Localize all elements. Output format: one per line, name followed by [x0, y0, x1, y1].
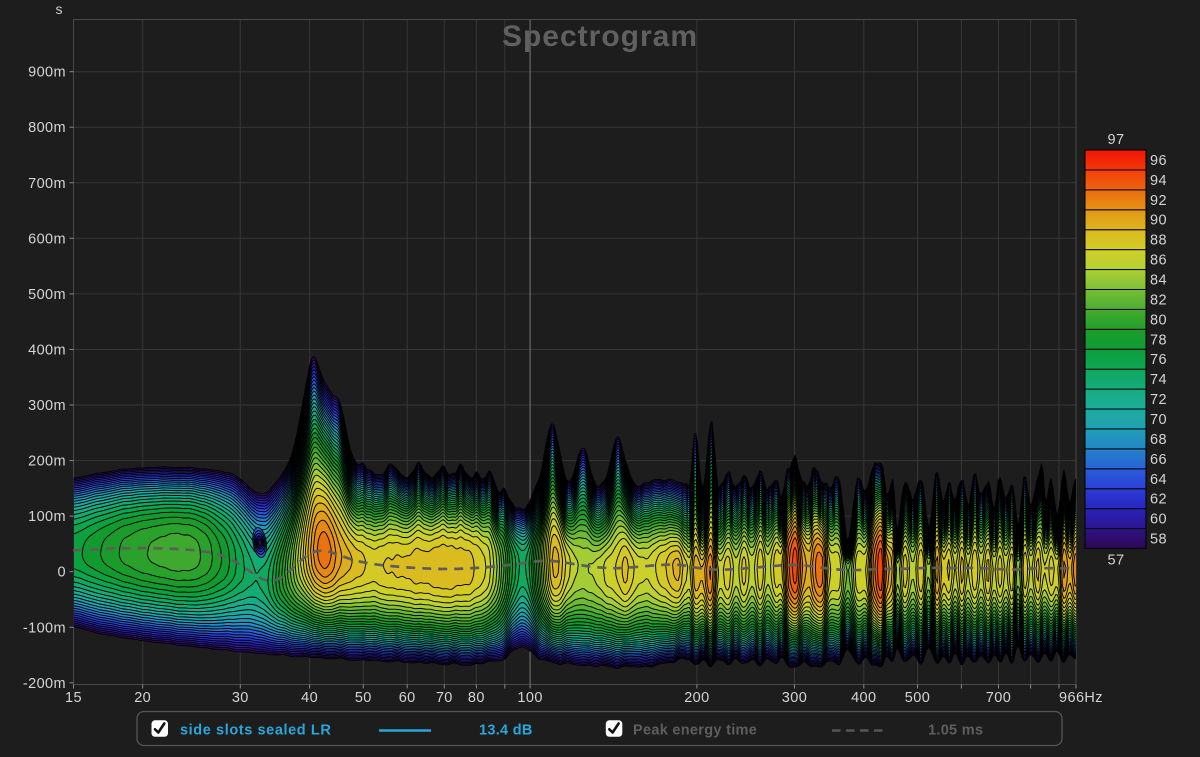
svg-text:68: 68 — [1150, 432, 1167, 448]
svg-text:74: 74 — [1150, 372, 1167, 388]
svg-text:1.05 ms: 1.05 ms — [928, 723, 983, 739]
svg-text:100: 100 — [517, 690, 542, 706]
svg-text:82: 82 — [1150, 292, 1167, 308]
svg-text:Spectrogram: Spectrogram — [502, 20, 698, 53]
svg-text:-100m: -100m — [23, 620, 66, 636]
svg-text:80: 80 — [468, 690, 485, 706]
svg-text:92: 92 — [1150, 193, 1167, 209]
svg-text:700m: 700m — [28, 176, 66, 192]
svg-text:62: 62 — [1150, 492, 1167, 508]
svg-text:15: 15 — [65, 690, 82, 706]
svg-text:40: 40 — [301, 690, 318, 706]
svg-text:60: 60 — [399, 690, 416, 706]
svg-text:side slots sealed LR: side slots sealed LR — [180, 723, 331, 739]
svg-text:20: 20 — [134, 690, 151, 706]
svg-text:300: 300 — [782, 690, 807, 706]
svg-text:700: 700 — [986, 690, 1011, 706]
svg-text:30: 30 — [232, 690, 249, 706]
svg-text:76: 76 — [1150, 352, 1167, 368]
svg-text:0: 0 — [58, 565, 66, 581]
svg-text:600m: 600m — [28, 231, 66, 247]
svg-text:Peak energy time: Peak energy time — [633, 723, 757, 739]
svg-text:900m: 900m — [28, 65, 66, 81]
svg-text:966Hz: 966Hz — [1059, 690, 1103, 706]
svg-text:84: 84 — [1150, 273, 1167, 289]
svg-text:96: 96 — [1150, 153, 1167, 169]
svg-text:s: s — [56, 1, 63, 17]
svg-text:66: 66 — [1150, 452, 1167, 468]
svg-text:200m: 200m — [28, 454, 66, 470]
svg-text:78: 78 — [1150, 332, 1167, 348]
svg-text:70: 70 — [1150, 412, 1167, 428]
svg-text:94: 94 — [1150, 173, 1167, 189]
svg-text:400: 400 — [851, 690, 876, 706]
svg-text:500m: 500m — [28, 287, 66, 303]
svg-text:50: 50 — [355, 690, 372, 706]
svg-text:70: 70 — [436, 690, 453, 706]
svg-text:88: 88 — [1150, 233, 1167, 249]
svg-text:100m: 100m — [28, 509, 66, 525]
svg-text:58: 58 — [1150, 532, 1167, 548]
svg-text:200: 200 — [684, 690, 709, 706]
svg-text:300m: 300m — [28, 398, 66, 414]
svg-text:60: 60 — [1150, 512, 1167, 528]
svg-text:800m: 800m — [28, 120, 66, 136]
svg-text:97: 97 — [1108, 132, 1125, 148]
svg-text:72: 72 — [1150, 392, 1167, 408]
svg-text:86: 86 — [1150, 253, 1167, 269]
svg-text:64: 64 — [1150, 472, 1167, 488]
svg-text:57: 57 — [1108, 553, 1125, 569]
svg-text:500: 500 — [905, 690, 930, 706]
svg-text:90: 90 — [1150, 213, 1167, 229]
svg-text:80: 80 — [1150, 312, 1167, 328]
svg-text:400m: 400m — [28, 343, 66, 359]
svg-text:13.4 dB: 13.4 dB — [479, 723, 533, 739]
svg-text:-200m: -200m — [23, 676, 66, 692]
